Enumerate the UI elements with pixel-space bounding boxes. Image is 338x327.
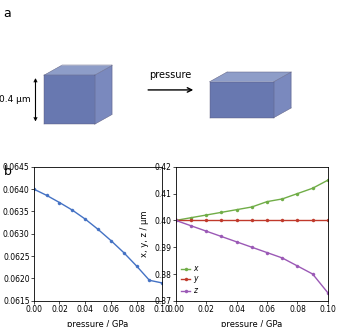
$z$: [174, 218, 178, 222]
$z$: [250, 245, 254, 249]
Text: b: b: [3, 165, 11, 178]
Polygon shape: [44, 75, 95, 124]
$y$: [204, 218, 208, 222]
$x$: [174, 218, 178, 222]
Legend: $x$, $y$, $z$: $x$, $y$, $z$: [179, 263, 201, 297]
$z$: [189, 224, 193, 228]
$z$: [311, 272, 315, 276]
Polygon shape: [274, 72, 291, 118]
$x$: [280, 197, 284, 201]
Line: $y$: $y$: [174, 219, 330, 222]
$x$: [204, 213, 208, 217]
Line: $z$: $z$: [174, 219, 330, 294]
Y-axis label: x, y, z / μm: x, y, z / μm: [140, 211, 149, 257]
Polygon shape: [210, 82, 274, 118]
$z$: [326, 291, 330, 295]
$y$: [235, 218, 239, 222]
$z$: [235, 240, 239, 244]
Polygon shape: [44, 65, 112, 75]
Polygon shape: [210, 72, 291, 82]
$y$: [311, 218, 315, 222]
$z$: [295, 264, 299, 268]
$z$: [204, 229, 208, 233]
$y$: [219, 218, 223, 222]
$x$: [189, 216, 193, 220]
Line: $x$: $x$: [174, 179, 330, 222]
$x$: [295, 192, 299, 196]
$y$: [326, 218, 330, 222]
$x$: [326, 178, 330, 182]
X-axis label: pressure / GPa: pressure / GPa: [221, 319, 283, 327]
$y$: [250, 218, 254, 222]
$x$: [235, 208, 239, 212]
$z$: [265, 250, 269, 254]
$z$: [219, 234, 223, 238]
$x$: [219, 210, 223, 214]
$y$: [189, 218, 193, 222]
Text: pressure: pressure: [150, 70, 192, 80]
$y$: [295, 218, 299, 222]
Polygon shape: [95, 65, 112, 124]
$x$: [265, 200, 269, 204]
$y$: [174, 218, 178, 222]
$x$: [250, 205, 254, 209]
$z$: [280, 256, 284, 260]
$y$: [280, 218, 284, 222]
X-axis label: pressure / GPa: pressure / GPa: [67, 319, 129, 327]
$x$: [311, 186, 315, 190]
Text: 0.4 μm: 0.4 μm: [0, 95, 30, 104]
Text: a: a: [3, 7, 11, 20]
$y$: [265, 218, 269, 222]
